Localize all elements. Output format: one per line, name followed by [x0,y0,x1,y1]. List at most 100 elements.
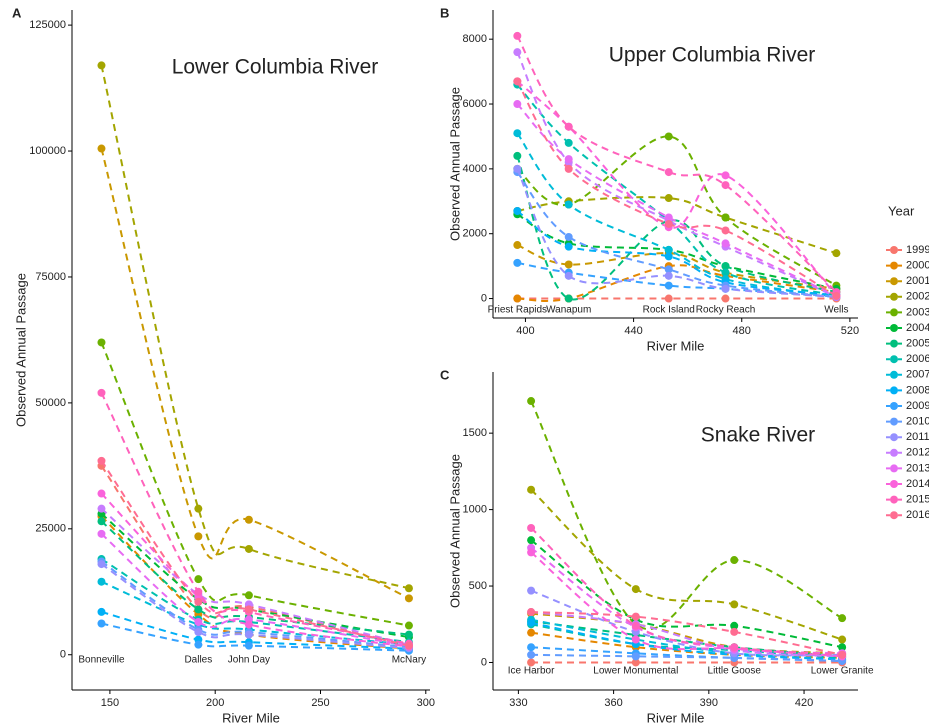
point [631,585,640,594]
point [513,294,522,303]
trend-line [531,611,843,656]
point [664,265,673,274]
point [721,181,730,190]
trend-line [530,611,843,658]
y-tick-label: 75000 [35,271,66,283]
dam-label: Dalles [184,655,212,666]
panel-title: Lower Columbia River [172,56,379,79]
point [194,532,203,541]
y-tick-label: 4000 [463,163,487,175]
y-axis-title: Observed Annual Passage [447,87,462,241]
legend-key [890,464,898,473]
trend-line [516,103,837,297]
y-axis-title: Observed Annual Passage [447,454,462,608]
point [730,643,739,652]
trend-line [516,155,837,301]
point [631,621,640,630]
x-tick-label: 330 [509,697,527,709]
point [513,129,522,138]
point [527,523,536,532]
trend-line [530,527,843,656]
point [97,607,106,616]
legend-label: 2011 [906,431,929,443]
point [194,504,203,513]
dam-label: Little Goose [708,666,762,677]
point [721,226,730,235]
trend-line [516,51,837,298]
point [194,628,203,637]
legend-key [890,433,898,442]
trend-line [100,512,410,639]
trend-line [100,492,410,648]
point [527,643,536,652]
point [564,260,573,269]
x-tick-label: 250 [311,697,329,709]
point [664,219,673,228]
legend-label: 2000 [906,260,929,272]
legend-key [890,246,898,254]
point [404,584,413,593]
point [404,621,413,630]
y-tick-label: 500 [469,580,487,592]
point [97,388,106,397]
legend-label: 2012 [906,447,929,459]
trend-line [100,65,410,590]
point [97,489,106,498]
trend-line [100,515,410,650]
legend-label: 2008 [906,384,929,396]
point [244,544,253,553]
trend-line [516,210,837,297]
y-tick-label: 50000 [35,397,66,409]
legend-label: 2006 [906,353,929,365]
point [664,194,673,203]
trend-line [101,622,409,652]
legend-label: 2015 [906,494,929,506]
point [527,586,536,595]
point [244,515,253,524]
trend-line [516,168,837,298]
point [244,620,253,629]
point [513,258,522,267]
trend-line [100,342,410,627]
legend-label: 2013 [906,462,929,474]
point [564,232,573,241]
trend-line [100,563,410,650]
point [564,271,573,280]
x-axis-title: River Mile [647,338,705,353]
legend-label: 2016 [906,509,929,521]
legend-key [890,402,898,410]
trend-line [100,460,410,647]
y-tick-label: 0 [481,656,487,668]
point [730,556,739,565]
point [194,587,203,596]
trend-line [530,620,843,658]
legend-key [890,261,898,270]
y-tick-label: 8000 [463,33,487,45]
point [631,652,640,661]
point [838,643,847,652]
point [97,456,106,465]
trend-line [531,653,843,662]
point [513,164,522,173]
legend-key [890,324,898,332]
point [97,517,106,526]
legend-key [890,339,898,348]
dam-label: McNary [392,655,426,666]
point [721,284,730,293]
dam-label: John Day [228,655,270,666]
legend-key [890,448,898,457]
point [194,640,203,649]
panel-title: Upper Columbia River [609,44,816,67]
x-tick-label: 300 [417,697,435,709]
legend-label: 2003 [906,306,929,318]
point [97,529,106,538]
dam-label: Wanapum [546,305,591,316]
x-axis-title: River Mile [222,710,280,725]
point [404,641,413,650]
trend-line [100,533,410,647]
legend-key [890,417,898,426]
trend-line [516,80,838,296]
trend-line [100,560,410,649]
trend-line [530,539,843,649]
legend-label: 2004 [906,322,929,334]
